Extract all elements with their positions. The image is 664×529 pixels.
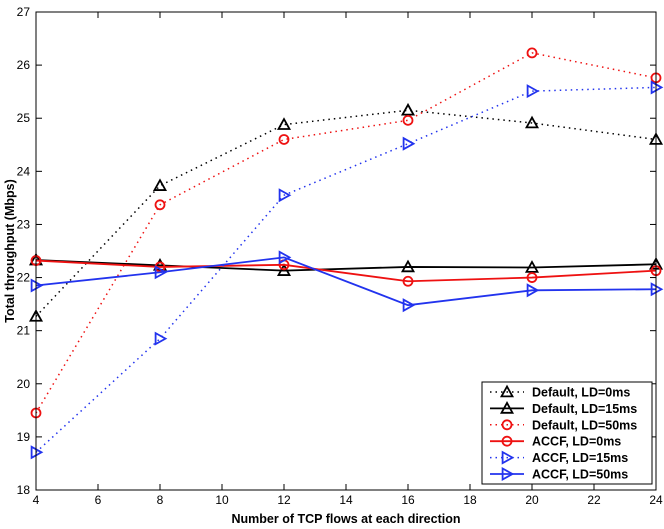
- data-point: [278, 250, 292, 265]
- y-tick-label: 23: [17, 217, 31, 231]
- legend-entry: ACCF, LD=50ms: [490, 466, 628, 482]
- y-axis-title: Total throughput (Mbps): [3, 179, 17, 322]
- series-line: [35, 256, 657, 307]
- x-tick-label: 18: [463, 493, 477, 507]
- data-point: [278, 134, 290, 145]
- series-group: [28, 47, 664, 460]
- legend-marker: [501, 419, 513, 431]
- legend-entry: Default, LD=50ms: [490, 418, 637, 432]
- data-point: [524, 115, 540, 129]
- legend-entry: ACCF, LD=15ms: [490, 450, 628, 465]
- data-point: [402, 298, 416, 313]
- data-point: [524, 260, 540, 273]
- y-tick-label: 25: [17, 111, 31, 125]
- series-line: [35, 86, 657, 453]
- data-point: [526, 84, 540, 99]
- y-tick-label: 21: [17, 324, 31, 338]
- y-tick-label: 26: [17, 58, 31, 72]
- y-tick-label: 27: [17, 5, 31, 19]
- x-tick-label: 22: [587, 493, 601, 507]
- data-point: [402, 136, 416, 151]
- data-point: [400, 102, 416, 116]
- data-point: [400, 259, 416, 273]
- y-tick-label: 24: [17, 164, 31, 178]
- x-tick-label: 8: [157, 493, 164, 507]
- plot-frame: [35, 11, 657, 491]
- legend-label: ACCF, LD=50ms: [532, 468, 628, 482]
- data-point: [402, 114, 414, 126]
- x-tick-label: 14: [339, 493, 353, 507]
- x-tick-label: 20: [525, 493, 539, 507]
- legend-marker: [499, 384, 515, 398]
- data-point: [276, 263, 292, 276]
- x-tick-label: 6: [95, 493, 102, 507]
- y-tick-label: 22: [17, 271, 31, 285]
- data-point: [154, 265, 168, 280]
- data-point: [650, 282, 664, 297]
- legend-box: [481, 381, 653, 485]
- y-tick-label: 19: [17, 430, 31, 444]
- legend-entry: Default, LD=0ms: [490, 384, 630, 400]
- data-point: [278, 188, 292, 203]
- legend-label: Default, LD=50ms: [532, 418, 637, 432]
- series-0: [28, 102, 664, 322]
- data-point: [152, 178, 168, 191]
- series-line: [35, 259, 657, 272]
- y-tick-label: 18: [17, 483, 31, 497]
- series-5: [30, 250, 664, 313]
- legend-entry: Default, LD=15ms: [490, 401, 637, 416]
- legend-marker: [499, 401, 515, 414]
- data-point: [154, 331, 168, 346]
- series-line: [35, 259, 657, 283]
- x-tick-label: 24: [649, 493, 663, 507]
- data-point: [154, 199, 166, 211]
- legend-marker: [501, 435, 513, 447]
- legend-label: ACCF, LD=0ms: [532, 435, 621, 449]
- data-point: [650, 80, 664, 95]
- legend-marker: [501, 450, 515, 465]
- x-axis-title: Number of TCP flows at each direction: [232, 512, 461, 526]
- legend-label: Default, LD=15ms: [532, 402, 637, 416]
- legend: Default, LD=0ms Default, LD=15ms Default, …: [481, 381, 653, 485]
- y-tick-label: 20: [17, 377, 31, 391]
- data-point: [30, 278, 44, 293]
- x-tick-label: 10: [215, 493, 229, 507]
- legend-entry: ACCF, LD=0ms: [490, 435, 621, 449]
- legend-label: ACCF, LD=15ms: [532, 451, 628, 465]
- legend-marker: [501, 466, 515, 482]
- data-point: [526, 272, 538, 283]
- series-4: [30, 80, 664, 460]
- x-tick-label: 12: [277, 493, 291, 507]
- x-tick-label: 4: [33, 493, 40, 507]
- data-point: [402, 275, 414, 287]
- x-tick-label: 16: [401, 493, 415, 507]
- data-point: [30, 445, 44, 460]
- data-point: [526, 283, 540, 298]
- data-point: [276, 117, 292, 130]
- legend-label: Default, LD=0ms: [532, 386, 630, 400]
- data-point: [526, 47, 538, 59]
- series-line: [35, 109, 657, 317]
- axis-labels: 4 6 8 10 12 14 16 18 20 22 24 18 19 20 21 22 23 24 25 26 27: [17, 5, 663, 507]
